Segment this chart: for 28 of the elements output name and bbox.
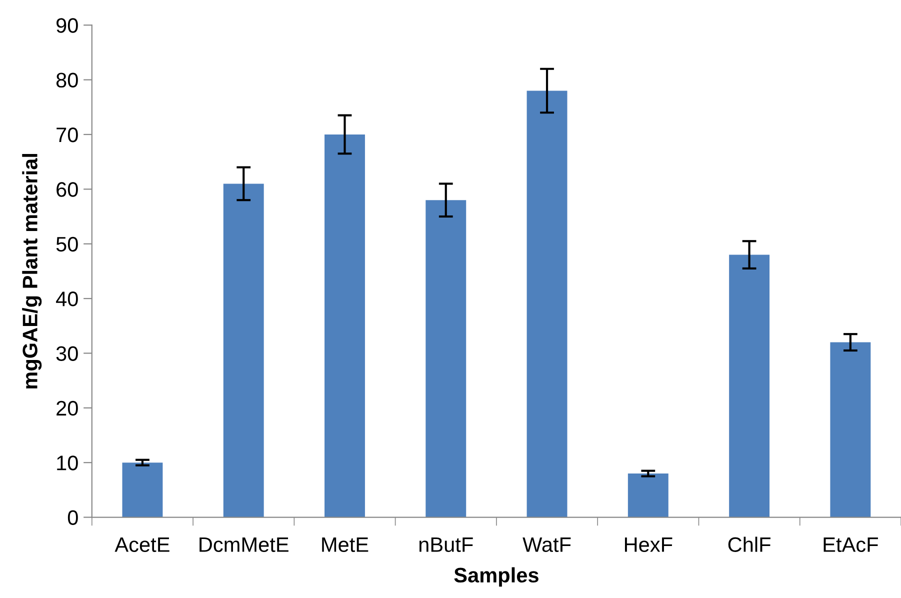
y-tick-label: 60 (56, 182, 78, 197)
bar (830, 342, 871, 518)
y-tick-label: 30 (56, 346, 78, 361)
x-axis-title: Samples (454, 567, 538, 587)
bar (729, 254, 770, 518)
y-tick-label: 80 (56, 72, 78, 88)
y-tick-label: 90 (56, 18, 78, 33)
y-tick-label: 20 (56, 400, 78, 416)
x-tick-label: nButF (419, 537, 473, 552)
x-tick-label: EtAcF (824, 537, 878, 552)
y-tick-label: 50 (56, 236, 78, 252)
y-axis-title: mgGAE/g Plant material (22, 154, 42, 388)
x-tick-label: MetE (322, 537, 368, 552)
y-tick-label: 10 (57, 456, 78, 470)
bar (526, 90, 568, 518)
x-tick-label: HexF (624, 537, 672, 552)
bar (324, 134, 365, 518)
x-tick-label: WatF (522, 537, 571, 552)
bar (426, 200, 466, 518)
bar (223, 184, 264, 518)
bar (628, 474, 668, 518)
x-tick-label: AcetE (114, 537, 170, 552)
x-tick-label: ChlF (728, 536, 770, 552)
y-tick-label: 0 (68, 510, 78, 526)
y-tick-label: 70 (56, 127, 78, 142)
y-tick-label: 40 (56, 292, 78, 306)
x-tick-label: DcmMetE (200, 537, 288, 552)
bar (122, 462, 163, 518)
